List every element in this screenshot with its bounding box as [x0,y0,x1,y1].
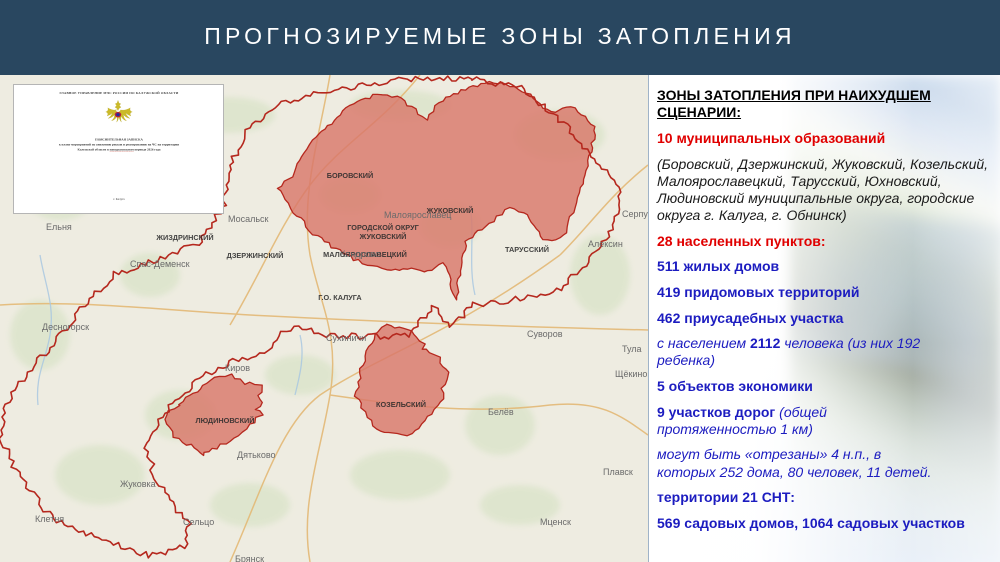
svg-text:БОРОВСКИЙ: БОРОВСКИЙ [327,171,374,180]
svg-text:Плавск: Плавск [603,467,633,477]
svg-text:Десногорск: Десногорск [42,322,89,332]
svg-text:Серпухов: Серпухов [622,209,648,219]
svg-text:Алексин: Алексин [588,239,623,249]
svg-text:Клетня: Клетня [35,514,64,524]
svg-text:Спас-Деменск: Спас-Деменск [130,259,190,269]
svg-text:Дятьково: Дятьково [237,450,276,460]
svg-text:Мосальск: Мосальск [228,214,269,224]
svg-text:ЖУКОВСКИЙ: ЖУКОВСКИЙ [359,232,407,241]
svg-text:Малоярославец: Малоярославец [384,210,451,220]
svg-text:ЛЮДИНОВСКИЙ: ЛЮДИНОВСКИЙ [195,416,254,425]
svg-text:Щёкино: Щёкино [615,369,647,379]
svg-text:Г.О. КАЛУГА: Г.О. КАЛУГА [318,293,362,302]
svg-text:Брянск: Брянск [235,554,264,562]
svg-text:Суворов: Суворов [527,329,563,339]
svg-text:Мценск: Мценск [540,517,571,527]
svg-text:ТАРУССКИЙ: ТАРУССКИЙ [505,245,549,254]
svg-text:ГОРОДСКОЙ ОКРУГ: ГОРОДСКОЙ ОКРУГ [347,223,419,232]
svg-text:Жуковка: Жуковка [120,479,156,489]
svg-text:КОЗЕЛЬСКИЙ: КОЗЕЛЬСКИЙ [376,400,426,409]
svg-text:ДЗЕРЖИНСКИЙ: ДЗЕРЖИНСКИЙ [227,251,284,260]
svg-text:Сельцо: Сельцо [183,517,214,527]
svg-text:Сухиничи: Сухиничи [326,333,366,343]
svg-text:Ельня: Ельня [46,222,72,232]
svg-text:Белёв: Белёв [488,407,514,417]
svg-text:Кондрово: Кондрово [340,249,380,259]
svg-text:Киров: Киров [225,363,250,373]
svg-text:ЖИЗДРИНСКИЙ: ЖИЗДРИНСКИЙ [155,233,213,242]
svg-text:Тула: Тула [622,344,642,354]
